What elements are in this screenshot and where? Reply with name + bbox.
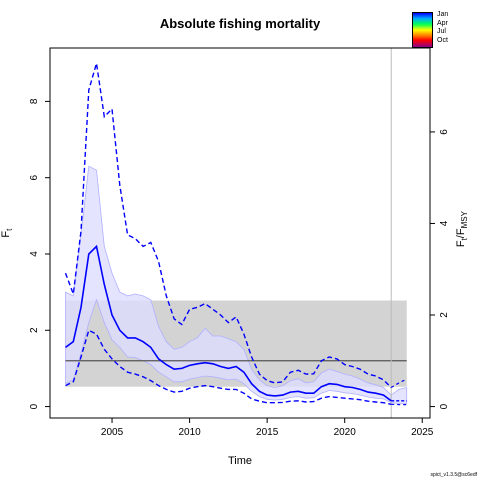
y-tick-label-8: 8	[29, 98, 40, 104]
version-footnote: spict_v1.3.5@sc6edf	[430, 472, 478, 478]
y2-tick-label-2: 2	[439, 312, 450, 318]
legend-label-apr: Apr	[437, 19, 448, 27]
x-axis-label: Time	[227, 455, 253, 467]
x-tick-label-2005: 2005	[101, 427, 124, 438]
x-tick-label-2010: 2010	[178, 427, 201, 438]
f-estimate-line	[65, 244, 392, 402]
y2-tick-label-0: 0	[439, 403, 450, 409]
legend-color-bar	[412, 12, 433, 48]
f-lower-bound-line	[65, 329, 392, 405]
x-tick-label-2020: 2020	[334, 427, 357, 438]
y2-tick-label-6: 6	[439, 129, 450, 135]
y-axis-label-right: Ft/FMSY	[454, 211, 470, 248]
y-tick-label-0: 0	[29, 403, 40, 409]
x-tick-label-2015: 2015	[256, 427, 279, 438]
legend-label-jan: Jan	[437, 11, 449, 18]
f-upper-bound-line	[64, 63, 392, 388]
y-tick-label-4: 4	[29, 251, 40, 257]
month-color-legend: Jan Apr Jul Oct	[412, 11, 448, 48]
y-tick-label-2: 2	[29, 327, 40, 333]
legend-label-jul: Jul	[437, 28, 446, 35]
chart-title: Absolute fishing mortality	[159, 16, 321, 31]
legend-label-oct: Oct	[437, 36, 448, 44]
y-tick-label-6: 6	[29, 174, 40, 180]
f-forecast-upper-line	[390, 378, 407, 389]
y-axis-label-left: Ft	[0, 228, 15, 238]
plot-frame	[49, 47, 431, 419]
x-tick-label-2025: 2025	[411, 427, 434, 438]
legend-labels: Jan Apr Jul Oct	[437, 11, 448, 45]
y2-tick-label-4: 4	[439, 220, 450, 226]
